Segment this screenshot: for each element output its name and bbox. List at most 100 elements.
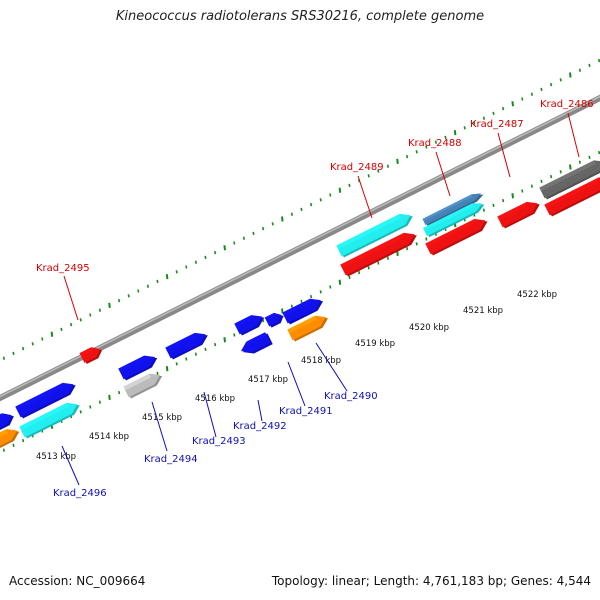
upper-tick-tick — [185, 265, 188, 269]
upper-tick-tick — [550, 82, 553, 87]
lower-tick-tick — [521, 189, 524, 193]
genome-title: Kineococcus radiotolerans SRS30216, comp… — [115, 9, 485, 24]
gene-label-bottom: Krad_2490 — [324, 391, 378, 402]
lower-tick-tick — [559, 170, 562, 174]
lower-tick-tick — [185, 357, 188, 361]
lower-tick-tick — [482, 208, 485, 212]
genome-summary-text: Topology: linear; Length: 4,761,183 bp; … — [271, 574, 591, 588]
upper-tick-tick — [473, 121, 476, 125]
gene-arrow — [264, 312, 284, 328]
upper-tick-tick — [194, 260, 197, 264]
lower-tick-tick — [415, 242, 418, 246]
lower-tick-tick — [511, 193, 514, 199]
upper-tick-tick — [338, 187, 342, 193]
lower-tick-tick — [204, 347, 207, 352]
gene-label-bottom: Krad_2491 — [279, 406, 333, 417]
upper-tick-tick — [252, 231, 255, 236]
lower-tick-tick — [492, 203, 495, 208]
upper-tick-tick — [386, 164, 389, 168]
upper-tick-tick — [50, 331, 54, 337]
callout-line — [61, 445, 80, 486]
upper-tick-tick — [214, 250, 217, 255]
upper-tick-tick — [415, 150, 418, 154]
lower-tick-tick — [386, 256, 389, 260]
gene-label-top: Krad_2486 — [540, 99, 594, 110]
gene-arrow — [425, 219, 488, 256]
upper-tick-tick — [118, 298, 121, 303]
upper-tick-tick — [233, 241, 236, 245]
gene-label-bottom: Krad_2492 — [233, 421, 287, 432]
gene-layer — [0, 160, 600, 450]
gene-arrow — [0, 413, 14, 432]
upper-tick-tick — [367, 174, 370, 178]
upper-tick-tick — [127, 294, 130, 298]
gene-arrow — [234, 315, 265, 336]
upper-tick-tick — [79, 318, 82, 322]
upper-tick-tick — [502, 106, 505, 111]
lower-tick-tick — [175, 362, 178, 366]
upper-tick-tick — [204, 255, 207, 260]
lower-tick-tick — [377, 261, 380, 265]
lower-tick-tick — [98, 400, 101, 404]
upper-tick-tick — [271, 222, 274, 226]
gene-arrow — [282, 298, 324, 325]
lower-tick-tick — [118, 390, 121, 395]
gene-arrow — [539, 160, 600, 200]
lower-tick-tick — [108, 394, 111, 401]
scale-tick-label: 4519 kbp — [355, 339, 395, 349]
lower-tick-tick — [425, 237, 428, 241]
gene-label-top: Krad_2488 — [408, 138, 462, 149]
lower-tick-tick — [578, 160, 581, 164]
gene-arrow — [15, 382, 76, 419]
lower-tick-tick — [348, 275, 351, 280]
gene-arrow — [241, 332, 273, 354]
lower-tick-tick — [319, 290, 322, 294]
lower-tick-tick — [214, 342, 217, 347]
upper-tick-tick — [281, 216, 284, 222]
lower-tick-tick — [588, 155, 591, 160]
upper-tick-tick — [588, 63, 591, 68]
gene-arrow — [19, 402, 80, 439]
upper-tick-tick — [2, 356, 5, 360]
lower-tick-tick — [233, 333, 236, 337]
accession-text: Accession: NC_009664 — [9, 574, 146, 588]
upper-tick-tick — [223, 245, 226, 251]
gene-arrow — [422, 203, 485, 238]
upper-tick-tick — [31, 342, 34, 346]
lower-tick-tick — [569, 164, 572, 170]
gene-label-bottom: Krad_2493 — [192, 436, 246, 447]
upper-tick-tick — [60, 327, 63, 332]
scale-tick-label: 4521 kbp — [463, 306, 503, 316]
gene-arrow — [544, 177, 600, 217]
upper-tick-tick — [396, 158, 399, 165]
callout-line — [257, 399, 263, 422]
lower-tick-tick — [329, 285, 332, 289]
gene-arrow — [165, 332, 208, 360]
upper-tick-tick — [377, 169, 380, 173]
callout-line — [151, 401, 168, 452]
upper-tick-tick — [22, 346, 25, 351]
gene-arrow — [497, 201, 540, 229]
upper-tick-tick — [530, 92, 533, 96]
lower-tick-tick — [367, 266, 370, 270]
upper-tick-tick — [146, 284, 149, 288]
upper-tick-tick — [89, 313, 92, 317]
gene-arrow — [79, 347, 103, 365]
upper-tick-tick — [444, 135, 447, 140]
upper-tick-tick — [12, 351, 15, 356]
upper-tick-tick — [329, 193, 332, 197]
lower-tick-tick — [502, 198, 505, 203]
upper-tick-tick — [348, 183, 351, 188]
callout-line — [315, 342, 348, 392]
upper-tick-tick — [463, 126, 466, 130]
gene-label-bottom: Krad_2494 — [144, 454, 198, 465]
lower-tick-tick — [22, 438, 25, 443]
upper-tick-tick — [434, 140, 437, 144]
scale-tick-label: 4520 kbp — [409, 323, 449, 333]
upper-tick-tick — [425, 145, 428, 149]
upper-tick-tick — [521, 97, 524, 101]
upper-tick-tick — [165, 273, 169, 280]
upper-tick-tick — [98, 308, 101, 312]
scale-tick-label: 4515 kbp — [142, 413, 182, 423]
upper-tick-tick — [156, 279, 159, 284]
